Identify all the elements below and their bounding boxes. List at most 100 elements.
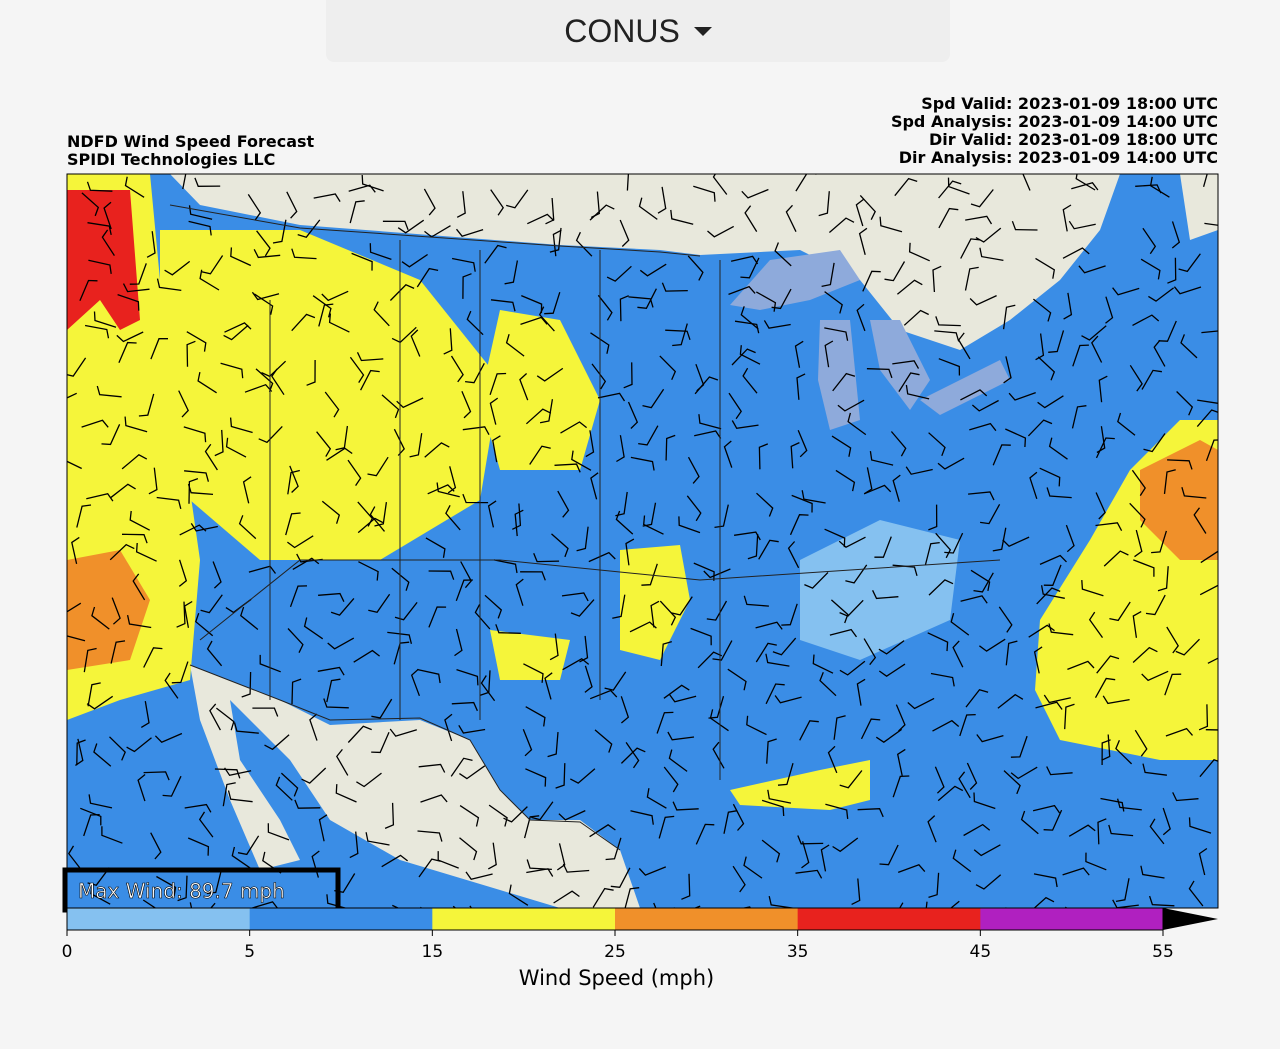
wind-barb [313,193,341,202]
wind-barb [1115,740,1133,765]
lake-michigan [818,320,860,430]
wind-barb [1048,437,1068,460]
wind-barb [1103,550,1129,567]
wind-barb [303,617,324,640]
wind-barb [681,873,691,900]
region-label: CONUS [564,12,680,49]
wind-barb [928,432,946,457]
wind-barb [998,606,1013,633]
wind-barb [789,514,809,536]
wind-barb [960,389,988,401]
wind-barb [1037,356,1056,381]
wind-barb [744,205,758,232]
wind-barb [373,301,390,327]
wind-barb [76,504,92,528]
colorbar-tick-label: 15 [422,942,444,962]
wind-barb [220,362,244,379]
region-dropdown[interactable]: CONUS [326,0,950,62]
wind-barb [903,309,929,326]
wind-barb [756,492,774,517]
wind-barb [672,323,688,347]
wind-barb [731,420,759,430]
wind-barb [1048,623,1074,636]
wind-barb [663,766,679,793]
wind-barb [67,602,82,613]
wind-barb [623,362,633,389]
wind-barb [267,823,290,841]
wind-barb [934,330,960,342]
wind-barb [67,460,82,470]
wind-barb [316,431,332,457]
wind-barb [992,444,1011,466]
wind-barb [387,631,413,644]
wind-barb [489,372,507,396]
wind-barb [1008,391,1036,401]
california-zone [67,550,150,670]
wind-barb [590,472,599,500]
wind-barb [129,263,147,285]
wind-barb [1199,584,1218,596]
wind-barb [508,884,529,906]
wind-barb [924,541,940,566]
wind-barb [665,329,691,341]
wind-barb [1028,624,1055,638]
colorbar: 0 5 15 25 35 45 55 Wind Speed (mph) [62,907,1218,990]
wind-barb [610,867,631,888]
wind-barb [237,835,260,856]
wind-barb [539,399,554,424]
wind-barb [287,628,304,653]
wind-barb [959,713,976,737]
wind-barb [1180,334,1198,359]
wind-barb [824,327,849,341]
wind-barb [515,578,524,606]
lake-erie [920,360,1010,415]
wind-barb [1063,292,1073,320]
wind-barb [732,865,746,893]
wind-barb [253,293,274,315]
wind-barb [1032,298,1052,322]
wind-barb [928,504,938,531]
wind-barb [428,570,455,580]
wind-barb [428,606,447,628]
wind-barb [837,399,865,412]
wind-barb [856,303,866,332]
wind-barb [291,678,302,705]
wind-barb [801,490,826,504]
wind-barb [451,701,478,712]
wind-barb [1178,253,1201,273]
wind-barb [156,875,177,897]
wind-barb [866,368,893,379]
wind-barb [87,222,112,236]
wind-barb [465,362,485,384]
wind-barb [111,597,121,625]
wind-barb [321,500,341,524]
wind-barb [928,579,954,596]
colorbar-segment [980,908,1164,930]
wind-barb [975,874,1002,890]
wind-barb [639,263,667,277]
wind-barb [492,435,501,463]
wind-barb [556,843,566,871]
wind-barb [797,835,824,845]
wind-barb [90,884,111,905]
wind-barb [67,392,77,399]
wind-barb [318,303,334,327]
wind-barb [862,270,881,292]
colorbar-segment [249,908,433,930]
wind-barb [591,363,607,390]
wind-barb [774,242,792,267]
wind-barb [875,728,903,743]
wind-barb [1198,704,1209,731]
wind-barb [659,355,677,380]
wind-barb [357,517,384,534]
wind-barb [326,894,348,908]
wind-barb [330,597,355,616]
wind-barb [368,593,391,614]
wind-barb [832,372,856,392]
wind-barb [348,184,376,193]
wind-barb [576,526,589,552]
wind-barb [527,213,555,225]
wind-barb [190,523,218,532]
wind-barb [291,313,316,332]
wind-barb [795,174,817,192]
